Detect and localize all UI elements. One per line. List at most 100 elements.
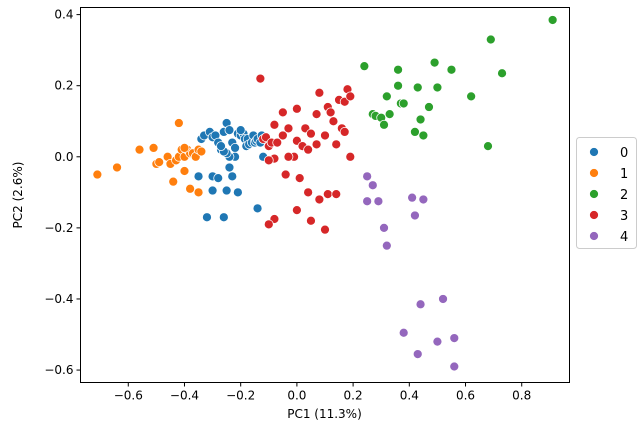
legend-label-0: 0 xyxy=(620,146,628,161)
data-point-series-3 xyxy=(320,130,330,141)
data-point-series-2 xyxy=(432,82,443,93)
data-point-series-3 xyxy=(345,151,356,162)
data-point-series-2 xyxy=(446,64,457,75)
data-point-series-3 xyxy=(263,219,274,230)
data-point-series-0 xyxy=(252,203,263,214)
data-point-series-3 xyxy=(328,116,339,127)
data-point-series-3 xyxy=(306,215,316,226)
legend-marker-1 xyxy=(589,168,599,178)
data-point-series-4 xyxy=(398,327,409,338)
data-point-series-1 xyxy=(112,162,122,173)
x-tick-label: 0.2 xyxy=(344,389,363,403)
data-point-series-3 xyxy=(339,127,350,137)
data-point-series-4 xyxy=(381,240,392,251)
y-tick-label: 0.4 xyxy=(54,8,73,22)
data-point-series-3 xyxy=(311,109,322,120)
legend-label-1: 1 xyxy=(620,167,628,182)
data-point-series-2 xyxy=(412,82,423,93)
x-tick-label: −0.6 xyxy=(114,389,143,403)
data-points xyxy=(92,15,558,372)
legend-frame xyxy=(576,137,637,249)
data-point-series-2 xyxy=(485,34,496,45)
x-tick-label: 0.8 xyxy=(512,389,531,403)
x-tick-label: 0.6 xyxy=(456,389,475,403)
x-tick-label: −0.4 xyxy=(170,389,199,403)
data-point-series-2 xyxy=(381,91,392,102)
data-point-series-0 xyxy=(216,141,226,152)
data-point-series-4 xyxy=(449,361,460,372)
data-point-series-4 xyxy=(412,349,423,359)
x-axis-ticks: −0.6 −0.4 −0.2 0.0 0.2 0.4 0.6 0.8 xyxy=(114,382,531,403)
data-point-series-3 xyxy=(255,73,266,84)
y-tick-label: −0.4 xyxy=(44,292,73,306)
data-point-series-2 xyxy=(398,98,409,109)
data-point-series-3 xyxy=(283,123,294,134)
legend-marker-4 xyxy=(589,231,599,241)
data-point-series-4 xyxy=(432,336,443,347)
data-point-series-1 xyxy=(92,169,103,180)
data-point-series-3 xyxy=(294,173,305,183)
data-point-series-1 xyxy=(148,143,159,153)
data-point-series-0 xyxy=(227,171,238,182)
data-point-series-3 xyxy=(277,107,288,118)
y-axis-label: PC2 (2.6%) xyxy=(11,162,25,229)
legend-marker-2 xyxy=(589,189,599,199)
legend-marker-0 xyxy=(589,147,599,157)
x-tick-label: −0.2 xyxy=(226,389,255,403)
data-point-series-4 xyxy=(415,299,426,310)
data-point-series-3 xyxy=(322,189,333,199)
data-point-series-3 xyxy=(325,107,336,118)
x-axis-label: PC1 (11.3%) xyxy=(287,407,362,421)
data-point-series-2 xyxy=(379,119,389,130)
y-tick-label: −0.6 xyxy=(44,363,73,377)
data-point-series-0 xyxy=(218,212,229,223)
data-point-series-2 xyxy=(418,130,429,141)
data-point-series-3 xyxy=(314,194,325,205)
data-point-series-4 xyxy=(362,171,373,182)
data-point-series-3 xyxy=(303,187,314,198)
data-point-series-1 xyxy=(193,187,204,198)
y-tick-label: −0.2 xyxy=(44,221,73,235)
data-point-series-4 xyxy=(362,196,373,207)
x-tick-label: 0.4 xyxy=(400,389,419,403)
data-point-series-1 xyxy=(173,118,184,128)
data-point-series-1 xyxy=(154,157,165,167)
y-axis-ticks: −0.6 −0.4 −0.2 0.0 0.2 0.4 xyxy=(44,8,81,377)
data-point-series-2 xyxy=(393,80,403,91)
data-point-series-1 xyxy=(196,146,207,157)
data-point-series-1 xyxy=(168,176,179,187)
data-point-series-4 xyxy=(407,192,417,203)
data-point-series-2 xyxy=(384,109,395,120)
y-tick-label: 0.2 xyxy=(54,79,73,93)
data-point-series-0 xyxy=(230,143,240,153)
data-point-series-3 xyxy=(303,144,314,155)
data-point-series-0 xyxy=(221,185,232,196)
data-point-series-2 xyxy=(410,127,420,137)
data-point-series-3 xyxy=(292,103,302,114)
data-point-series-4 xyxy=(410,210,420,221)
legend-label-2: 2 xyxy=(620,188,628,203)
data-point-series-3 xyxy=(345,91,356,102)
data-point-series-3 xyxy=(320,224,330,235)
data-point-series-2 xyxy=(393,64,403,75)
data-point-series-2 xyxy=(424,102,434,112)
x-tick-label: 0.0 xyxy=(287,389,306,403)
data-point-series-0 xyxy=(202,212,212,223)
data-point-series-0 xyxy=(235,125,246,136)
data-point-series-4 xyxy=(438,294,448,304)
data-point-series-1 xyxy=(179,143,190,153)
data-point-series-3 xyxy=(272,137,283,148)
data-point-series-0 xyxy=(233,187,243,198)
legend-marker-3 xyxy=(589,210,599,220)
data-point-series-3 xyxy=(331,139,342,150)
data-point-series-4 xyxy=(373,196,384,207)
data-point-series-0 xyxy=(213,173,224,183)
data-point-series-4 xyxy=(449,333,460,343)
legend-label-4: 4 xyxy=(620,230,628,245)
data-point-series-2 xyxy=(483,141,493,152)
data-point-series-0 xyxy=(224,125,235,136)
data-point-series-3 xyxy=(277,130,288,141)
data-point-series-2 xyxy=(497,68,507,79)
data-point-series-3 xyxy=(292,205,302,215)
data-point-series-0 xyxy=(224,162,235,173)
